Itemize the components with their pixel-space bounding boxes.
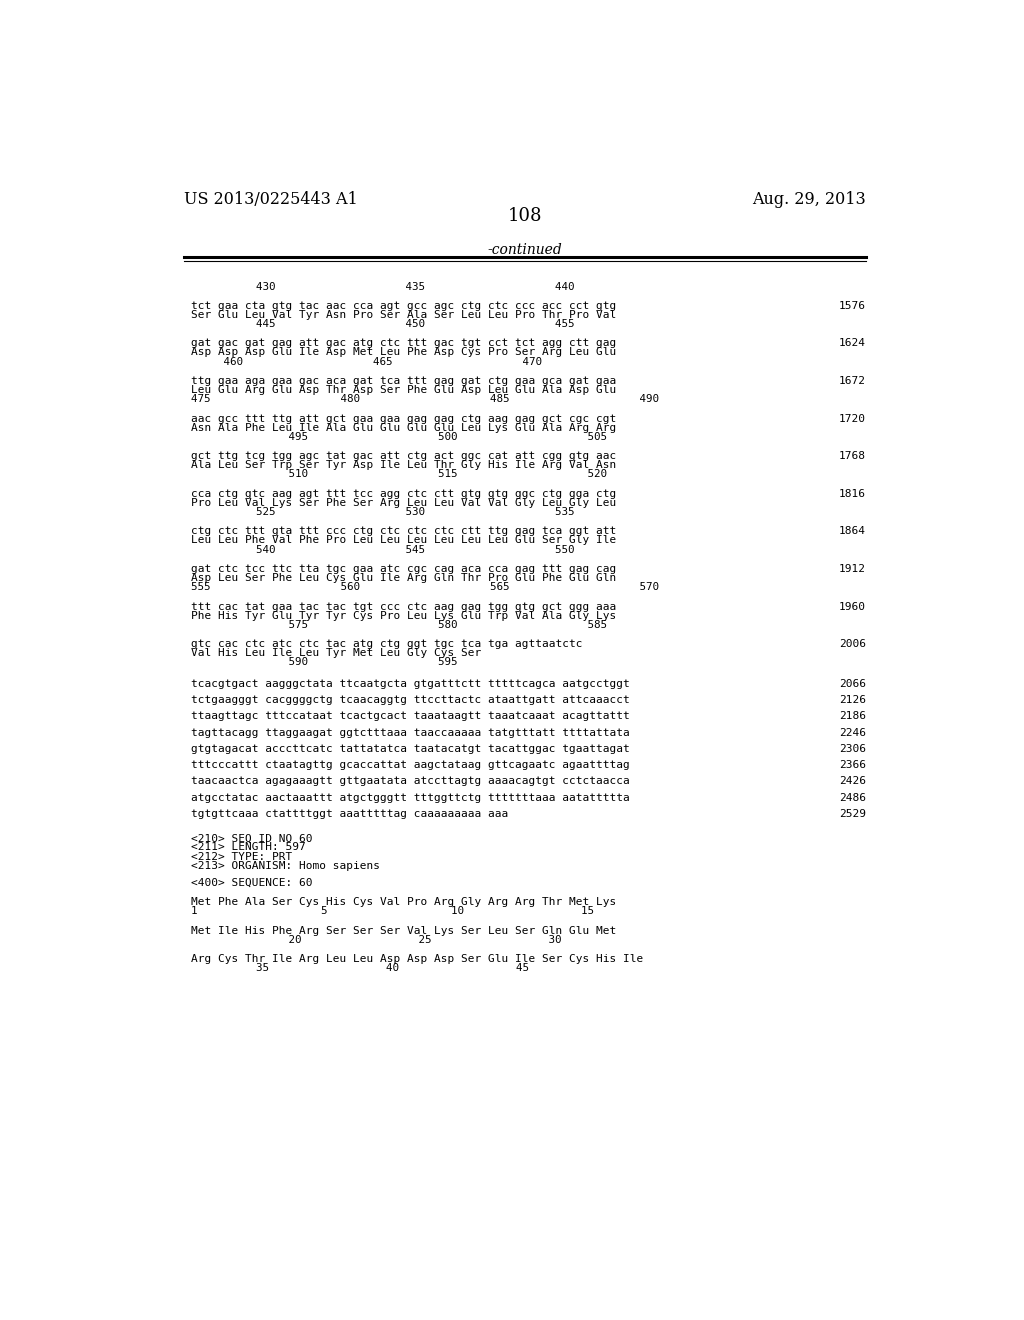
Text: cca ctg gtc aag agt ttt tcc agg ctc ctt gtg gtg ggc ctg gga ctg: cca ctg gtc aag agt ttt tcc agg ctc ctt … bbox=[191, 488, 616, 499]
Text: 430                    435                    440: 430 435 440 bbox=[191, 282, 575, 293]
Text: 1816: 1816 bbox=[839, 488, 866, 499]
Text: 2126: 2126 bbox=[839, 696, 866, 705]
Text: taacaactca agagaaagtt gttgaatata atccttagtg aaaacagtgt cctctaacca: taacaactca agagaaagtt gttgaatata atcctta… bbox=[191, 776, 630, 787]
Text: <212> TYPE: PRT: <212> TYPE: PRT bbox=[191, 851, 293, 862]
Text: 2006: 2006 bbox=[839, 639, 866, 649]
Text: Ser Glu Leu Val Tyr Asn Pro Ser Ala Ser Leu Leu Pro Thr Pro Val: Ser Glu Leu Val Tyr Asn Pro Ser Ala Ser … bbox=[191, 310, 616, 319]
Text: 510                    515                    520: 510 515 520 bbox=[191, 470, 607, 479]
Text: 445                    450                    455: 445 450 455 bbox=[191, 319, 575, 329]
Text: 2066: 2066 bbox=[839, 678, 866, 689]
Text: Arg Cys Thr Ile Arg Leu Leu Asp Asp Asp Ser Glu Ile Ser Cys His Ile: Arg Cys Thr Ile Arg Leu Leu Asp Asp Asp … bbox=[191, 954, 644, 964]
Text: US 2013/0225443 A1: US 2013/0225443 A1 bbox=[183, 191, 357, 209]
Text: 1960: 1960 bbox=[839, 602, 866, 611]
Text: Aug. 29, 2013: Aug. 29, 2013 bbox=[753, 191, 866, 209]
Text: 2306: 2306 bbox=[839, 744, 866, 754]
Text: Leu Leu Phe Val Phe Pro Leu Leu Leu Leu Leu Leu Glu Ser Gly Ile: Leu Leu Phe Val Phe Pro Leu Leu Leu Leu … bbox=[191, 536, 616, 545]
Text: atgcctatac aactaaattt atgctgggtt tttggttctg tttttttaaa aatattttta: atgcctatac aactaaattt atgctgggtt tttggtt… bbox=[191, 792, 630, 803]
Text: 1768: 1768 bbox=[839, 451, 866, 461]
Text: Met Phe Ala Ser Cys His Cys Val Pro Arg Gly Arg Arg Thr Met Lys: Met Phe Ala Ser Cys His Cys Val Pro Arg … bbox=[191, 898, 616, 907]
Text: 460                    465                    470: 460 465 470 bbox=[191, 356, 543, 367]
Text: Met Ile His Phe Arg Ser Ser Ser Val Lys Ser Leu Ser Gln Glu Met: Met Ile His Phe Arg Ser Ser Ser Val Lys … bbox=[191, 925, 616, 936]
Text: ttt cac tat gaa tac tac tgt ccc ctc aag gag tgg gtg gct ggg aaa: ttt cac tat gaa tac tac tgt ccc ctc aag … bbox=[191, 602, 616, 611]
Text: gct ttg tcg tgg agc tat gac att ctg act ggc cat att cgg gtg aac: gct ttg tcg tgg agc tat gac att ctg act … bbox=[191, 451, 616, 461]
Text: <211> LENGTH: 597: <211> LENGTH: 597 bbox=[191, 842, 306, 853]
Text: 1                   5                   10                  15: 1 5 10 15 bbox=[191, 907, 595, 916]
Text: tagttacagg ttaggaagat ggtctttaaa taaccaaaaa tatgtttatt ttttattata: tagttacagg ttaggaagat ggtctttaaa taaccaa… bbox=[191, 727, 630, 738]
Text: 108: 108 bbox=[508, 207, 542, 226]
Text: 525                    530                    535: 525 530 535 bbox=[191, 507, 575, 517]
Text: gat ctc tcc ttc tta tgc gaa atc cgc cag aca cca gag ttt gag cag: gat ctc tcc ttc tta tgc gaa atc cgc cag … bbox=[191, 564, 616, 574]
Text: ttaagttagc tttccataat tcactgcact taaataagtt taaatcaaat acagttattt: ttaagttagc tttccataat tcactgcact taaataa… bbox=[191, 711, 630, 721]
Text: Pro Leu Val Lys Ser Phe Ser Arg Leu Leu Val Val Gly Leu Gly Leu: Pro Leu Val Lys Ser Phe Ser Arg Leu Leu … bbox=[191, 498, 616, 508]
Text: gtc cac ctc atc ctc tac atg ctg ggt tgc tca tga agttaatctc: gtc cac ctc atc ctc tac atg ctg ggt tgc … bbox=[191, 639, 583, 649]
Text: tct gaa cta gtg tac aac cca agt gcc agc ctg ctc ccc acc cct gtg: tct gaa cta gtg tac aac cca agt gcc agc … bbox=[191, 301, 616, 310]
Text: 2186: 2186 bbox=[839, 711, 866, 721]
Text: 1576: 1576 bbox=[839, 301, 866, 310]
Text: 495                    500                    505: 495 500 505 bbox=[191, 432, 607, 442]
Text: 20                  25                  30: 20 25 30 bbox=[191, 935, 562, 945]
Text: Asn Ala Phe Leu Ile Ala Glu Glu Glu Glu Leu Lys Glu Ala Arg Arg: Asn Ala Phe Leu Ile Ala Glu Glu Glu Glu … bbox=[191, 422, 616, 433]
Text: 2246: 2246 bbox=[839, 727, 866, 738]
Text: Asp Asp Asp Glu Ile Asp Met Leu Phe Asp Cys Pro Ser Arg Leu Glu: Asp Asp Asp Glu Ile Asp Met Leu Phe Asp … bbox=[191, 347, 616, 358]
Text: 540                    545                    550: 540 545 550 bbox=[191, 545, 575, 554]
Text: 2529: 2529 bbox=[839, 809, 866, 818]
Text: ttg gaa aga gaa gac aca gat tca ttt gag gat ctg gaa gca gat gaa: ttg gaa aga gaa gac aca gat tca ttt gag … bbox=[191, 376, 616, 385]
Text: Leu Glu Arg Glu Asp Thr Asp Ser Phe Glu Asp Leu Glu Ala Asp Glu: Leu Glu Arg Glu Asp Thr Asp Ser Phe Glu … bbox=[191, 385, 616, 395]
Text: <400> SEQUENCE: 60: <400> SEQUENCE: 60 bbox=[191, 878, 313, 888]
Text: 1912: 1912 bbox=[839, 564, 866, 574]
Text: tctgaagggt cacggggctg tcaacaggtg ttccttactc ataattgatt attcaaacct: tctgaagggt cacggggctg tcaacaggtg ttcctta… bbox=[191, 696, 630, 705]
Text: 590                    595: 590 595 bbox=[191, 657, 458, 668]
Text: tttcccattt ctaatagttg gcaccattat aagctataag gttcagaatc agaattttag: tttcccattt ctaatagttg gcaccattat aagctat… bbox=[191, 760, 630, 770]
Text: tgtgttcaaa ctattttggt aaatttttag caaaaaaaaa aaa: tgtgttcaaa ctattttggt aaatttttag caaaaaa… bbox=[191, 809, 509, 818]
Text: Phe His Tyr Glu Tyr Tyr Cys Pro Leu Lys Glu Trp Val Ala Gly Lys: Phe His Tyr Glu Tyr Tyr Cys Pro Leu Lys … bbox=[191, 611, 616, 620]
Text: gat gac gat gag att gac atg ctc ttt gac tgt cct tct agg ctt gag: gat gac gat gag att gac atg ctc ttt gac … bbox=[191, 338, 616, 348]
Text: 2366: 2366 bbox=[839, 760, 866, 770]
Text: Val His Leu Ile Leu Tyr Met Leu Gly Cys Ser: Val His Leu Ile Leu Tyr Met Leu Gly Cys … bbox=[191, 648, 481, 659]
Text: 1720: 1720 bbox=[839, 413, 866, 424]
Text: 575                    580                    585: 575 580 585 bbox=[191, 620, 607, 630]
Text: 555                    560                    565                    570: 555 560 565 570 bbox=[191, 582, 659, 593]
Text: Ala Leu Ser Trp Ser Tyr Asp Ile Leu Thr Gly His Ile Arg Val Asn: Ala Leu Ser Trp Ser Tyr Asp Ile Leu Thr … bbox=[191, 461, 616, 470]
Text: aac gcc ttt ttg att gct gaa gaa gag gag ctg aag gag gct cgc cgt: aac gcc ttt ttg att gct gaa gaa gag gag … bbox=[191, 413, 616, 424]
Text: -continued: -continued bbox=[487, 243, 562, 257]
Text: tcacgtgact aagggctata ttcaatgcta gtgatttctt tttttcagca aatgcctggt: tcacgtgact aagggctata ttcaatgcta gtgattt… bbox=[191, 678, 630, 689]
Text: 1624: 1624 bbox=[839, 338, 866, 348]
Text: 1864: 1864 bbox=[839, 527, 866, 536]
Text: <213> ORGANISM: Homo sapiens: <213> ORGANISM: Homo sapiens bbox=[191, 861, 381, 871]
Text: <210> SEQ ID NO 60: <210> SEQ ID NO 60 bbox=[191, 833, 313, 843]
Text: 475                    480                    485                    490: 475 480 485 490 bbox=[191, 395, 659, 404]
Text: 2426: 2426 bbox=[839, 776, 866, 787]
Text: 2486: 2486 bbox=[839, 792, 866, 803]
Text: 35                  40                  45: 35 40 45 bbox=[191, 964, 529, 973]
Text: gtgtagacat acccttcatc tattatatca taatacatgt tacattggac tgaattagat: gtgtagacat acccttcatc tattatatca taataca… bbox=[191, 744, 630, 754]
Text: ctg ctc ttt gta ttt ccc ctg ctc ctc ctc ctt ttg gag tca ggt att: ctg ctc ttt gta ttt ccc ctg ctc ctc ctc … bbox=[191, 527, 616, 536]
Text: 1672: 1672 bbox=[839, 376, 866, 385]
Text: Asp Leu Ser Phe Leu Cys Glu Ile Arg Gln Thr Pro Glu Phe Glu Gln: Asp Leu Ser Phe Leu Cys Glu Ile Arg Gln … bbox=[191, 573, 616, 583]
